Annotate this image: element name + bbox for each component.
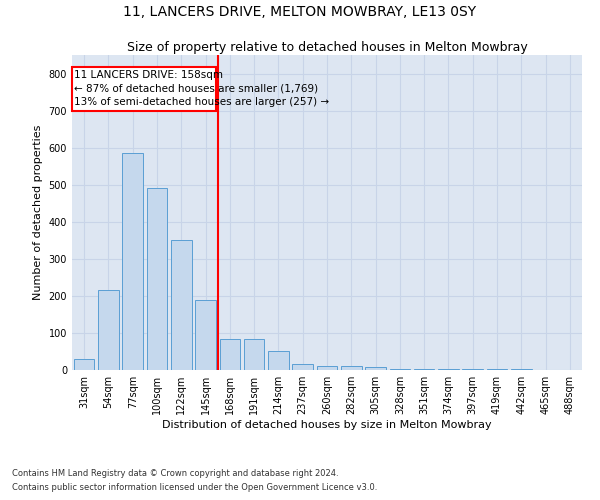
Text: Contains public sector information licensed under the Open Government Licence v3: Contains public sector information licen…: [12, 484, 377, 492]
Bar: [244, 338, 265, 370]
Bar: [146, 188, 167, 370]
Bar: [195, 300, 216, 370]
Bar: [438, 368, 459, 370]
Bar: [122, 153, 143, 370]
Bar: [268, 350, 289, 370]
Text: 11, LANCERS DRIVE, MELTON MOWBRAY, LE13 0SY: 11, LANCERS DRIVE, MELTON MOWBRAY, LE13 …: [124, 5, 476, 19]
FancyBboxPatch shape: [73, 67, 216, 110]
Bar: [341, 366, 362, 370]
Bar: [98, 290, 119, 370]
Bar: [365, 368, 386, 370]
Text: 13% of semi-detached houses are larger (257) →: 13% of semi-detached houses are larger (…: [74, 97, 329, 107]
X-axis label: Distribution of detached houses by size in Melton Mowbray: Distribution of detached houses by size …: [162, 420, 492, 430]
Bar: [171, 240, 191, 370]
Title: Size of property relative to detached houses in Melton Mowbray: Size of property relative to detached ho…: [127, 41, 527, 54]
Y-axis label: Number of detached properties: Number of detached properties: [33, 125, 43, 300]
Bar: [463, 368, 483, 370]
Bar: [414, 368, 434, 370]
Bar: [389, 368, 410, 370]
Bar: [317, 366, 337, 370]
Text: Contains HM Land Registry data © Crown copyright and database right 2024.: Contains HM Land Registry data © Crown c…: [12, 468, 338, 477]
Bar: [74, 359, 94, 370]
Bar: [511, 368, 532, 370]
Text: ← 87% of detached houses are smaller (1,769): ← 87% of detached houses are smaller (1,…: [74, 84, 319, 94]
Bar: [220, 338, 240, 370]
Text: 11 LANCERS DRIVE: 158sqm: 11 LANCERS DRIVE: 158sqm: [74, 70, 223, 80]
Bar: [292, 364, 313, 370]
Bar: [487, 368, 508, 370]
